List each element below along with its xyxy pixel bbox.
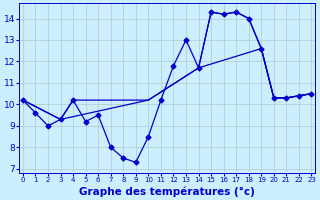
X-axis label: Graphe des températures (°c): Graphe des températures (°c) [79,186,255,197]
